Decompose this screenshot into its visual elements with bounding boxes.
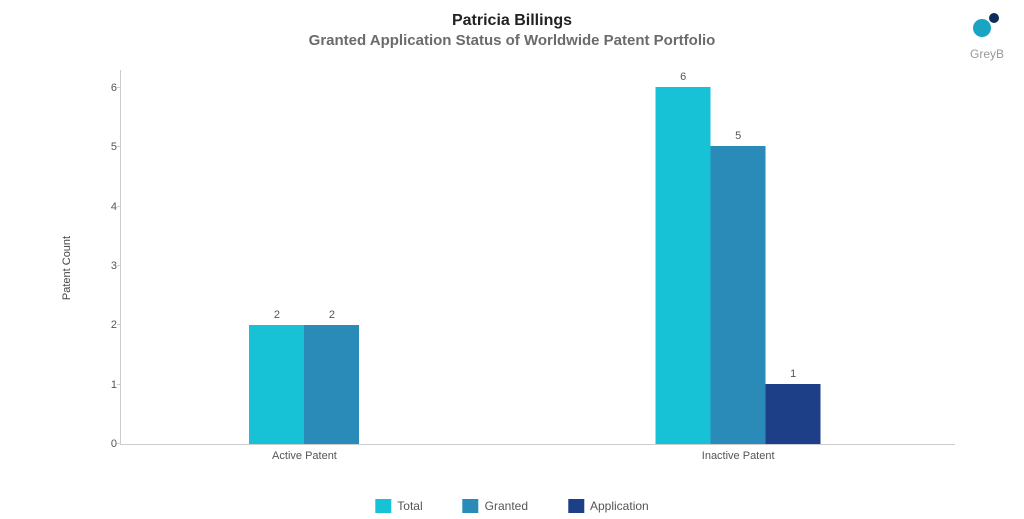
- y-tick-mark: [117, 87, 121, 88]
- bar: 2: [304, 325, 359, 444]
- y-tick-mark: [117, 206, 121, 207]
- y-tick-mark: [117, 443, 121, 444]
- y-tick-label: 3: [99, 260, 117, 272]
- y-axis-label: Patent Count: [61, 235, 73, 299]
- legend-swatch: [463, 499, 479, 513]
- y-tick-label: 2: [99, 319, 117, 331]
- y-tick-mark: [117, 146, 121, 147]
- y-tick-label: 4: [99, 201, 117, 213]
- y-tick-mark: [117, 384, 121, 385]
- bar-value-label: 5: [735, 130, 741, 142]
- y-tick-label: 0: [99, 438, 117, 450]
- chart-title: Patricia Billings: [0, 12, 1024, 30]
- bar-value-label: 6: [680, 71, 686, 83]
- bar-group: 651: [656, 87, 821, 444]
- x-category-label: Inactive Patent: [702, 450, 775, 462]
- bar: 2: [249, 325, 304, 444]
- greyb-logo-icon: [970, 10, 1004, 40]
- legend-item: Application: [568, 499, 649, 513]
- plot-region: 012345622Active Patent651Inactive Patent: [120, 70, 955, 445]
- bar: 1: [766, 384, 821, 444]
- legend-label: Total: [397, 499, 422, 513]
- x-category-label: Active Patent: [272, 450, 337, 462]
- y-tick-mark: [117, 265, 121, 266]
- bar: 6: [656, 87, 711, 444]
- bar-value-label: 2: [329, 309, 335, 321]
- bar-value-label: 1: [790, 368, 796, 380]
- legend-item: Total: [375, 499, 422, 513]
- y-tick-label: 5: [99, 141, 117, 153]
- chart-header: Patricia Billings Granted Application St…: [0, 0, 1024, 49]
- bar: 5: [711, 146, 766, 444]
- legend: Total Granted Application: [375, 499, 648, 513]
- brand-logo-text: GreyB: [970, 47, 1004, 61]
- bar-value-label: 2: [274, 309, 280, 321]
- legend-label: Granted: [485, 499, 528, 513]
- y-tick-label: 6: [99, 82, 117, 94]
- brand-logo: GreyB: [970, 10, 1004, 61]
- y-tick-label: 1: [99, 379, 117, 391]
- legend-swatch: [568, 499, 584, 513]
- chart-subtitle: Granted Application Status of Worldwide …: [0, 32, 1024, 49]
- y-tick-mark: [117, 324, 121, 325]
- legend-item: Granted: [463, 499, 528, 513]
- legend-swatch: [375, 499, 391, 513]
- legend-label: Application: [590, 499, 649, 513]
- bar-group: 22: [249, 325, 359, 444]
- chart-area: Patent Count 012345622Active Patent651In…: [90, 70, 955, 465]
